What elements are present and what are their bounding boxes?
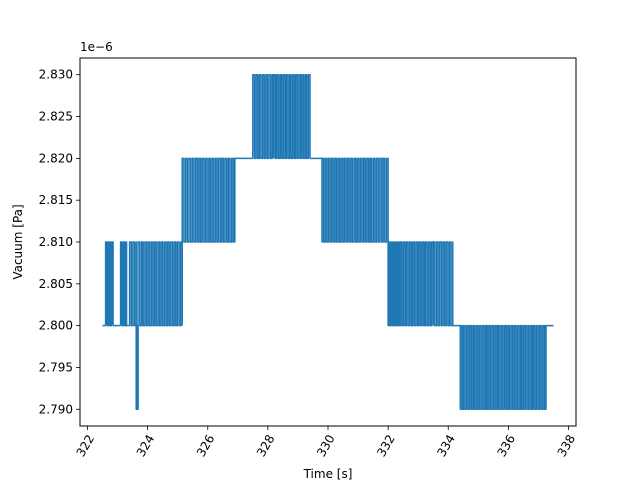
series-segment [128, 241, 137, 327]
series-segment [321, 157, 371, 243]
series-line [102, 73, 554, 411]
x-tick-label: 332 [374, 432, 398, 459]
x-axis-label: Time [s] [303, 467, 353, 480]
series-segment [459, 324, 547, 411]
series-segment [234, 157, 253, 242]
series-segment [194, 157, 236, 243]
series-segment [399, 241, 434, 327]
y-tick-label: 2.830 [39, 68, 73, 82]
x-tick-label: 328 [254, 432, 278, 459]
series-segment [545, 324, 554, 410]
series-segment [387, 241, 401, 327]
plot-content [102, 73, 554, 411]
series-segment [104, 241, 114, 327]
series-segment [140, 241, 183, 327]
y-axis-label: Vacuum [Pa] [11, 204, 25, 279]
y-tick-label: 2.800 [39, 319, 73, 333]
series-segment [252, 73, 275, 160]
series-segment [432, 241, 454, 327]
y-tick-label: 2.805 [39, 277, 73, 291]
x-tick-label: 324 [134, 432, 158, 459]
series-segment [119, 241, 128, 327]
y-tick-label: 2.815 [39, 193, 73, 207]
y-tick-label: 2.795 [39, 360, 73, 374]
y-tick-label: 2.790 [39, 402, 73, 416]
y-tick-label: 2.825 [39, 110, 73, 124]
series-segment [181, 157, 197, 326]
series-segment [369, 157, 389, 243]
y-tick-label: 2.810 [39, 235, 73, 249]
y-tick-label: 2.820 [39, 151, 73, 165]
y-axis-offset-label: 1e−6 [80, 40, 113, 54]
x-tick-label: 322 [74, 432, 98, 459]
x-tick-label: 330 [314, 432, 338, 459]
x-tick-label: 334 [434, 432, 458, 459]
x-axis-ticks: 322 324 326 328 330 332 334 336 338 [74, 426, 579, 459]
y-axis-ticks: 2.790 2.795 2.800 2.805 2.810 2.815 2.820 2.825… [39, 68, 80, 416]
x-tick-label: 336 [494, 432, 518, 459]
x-tick-label: 338 [555, 432, 579, 459]
series-segment [273, 73, 311, 160]
x-tick-label: 326 [194, 432, 218, 459]
